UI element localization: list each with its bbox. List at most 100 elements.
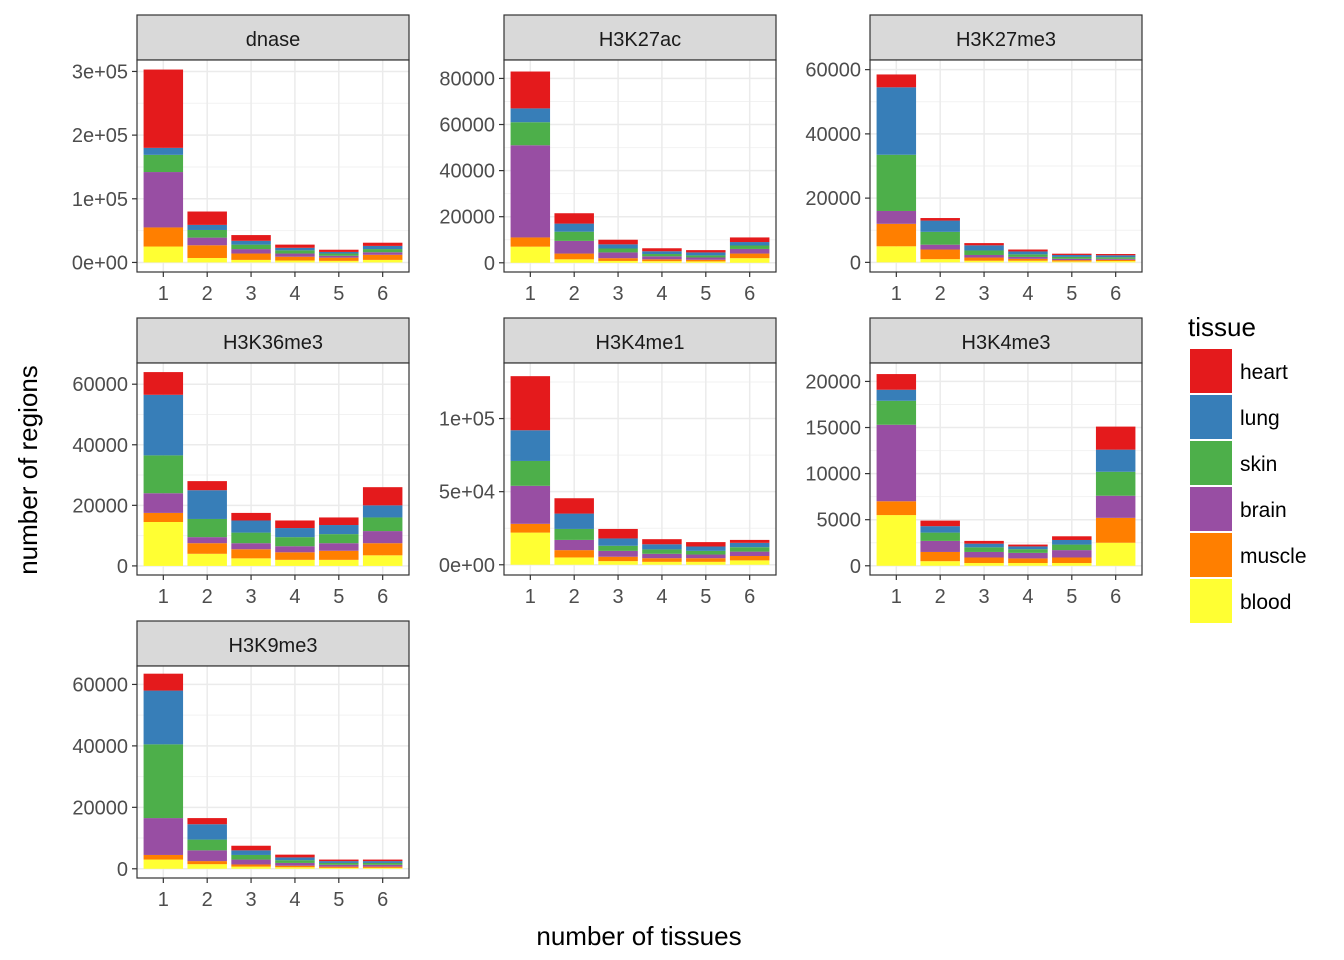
bar-segment-brain-3: [231, 859, 271, 865]
bar-segment-blood-3: [598, 561, 638, 565]
legend-label-heart: heart: [1240, 361, 1288, 384]
legend-label-muscle: muscle: [1240, 545, 1307, 568]
bar-segment-muscle-3: [964, 557, 1004, 564]
panel-border: [503, 59, 777, 273]
bar-segment-brain-4: [275, 546, 315, 553]
bar-segment-brain-6: [362, 531, 403, 544]
panel-border: [503, 362, 777, 576]
bar-segment-muscle-3: [231, 864, 271, 867]
bar-segment-blood-5: [319, 867, 359, 869]
bar-segment-blood-1: [876, 246, 917, 263]
legend: tissue heart lung skin brain muscle blood: [1188, 312, 1307, 623]
legend-key-brain: [1190, 487, 1232, 531]
bar-segment-skin-1: [510, 460, 551, 486]
bar-segment-muscle-5: [1052, 557, 1092, 564]
bar-segment-muscle-1: [510, 523, 551, 533]
bar-segment-blood-4: [1008, 260, 1048, 263]
y-tick-label: 0: [484, 253, 495, 275]
bar-segment-skin-3: [598, 545, 638, 551]
bar-segment-heart-4: [642, 539, 682, 545]
bar-segment-heart-4: [1008, 249, 1048, 252]
bar-segment-skin-4: [642, 549, 682, 554]
bar-segment-blood-4: [275, 867, 315, 869]
x-tick-label: 3: [613, 586, 624, 608]
y-tick-label: 0: [117, 556, 128, 578]
bar-segment-muscle-3: [598, 556, 638, 562]
bar-segment-heart-1: [876, 374, 917, 390]
bar-segment-muscle-5: [686, 558, 726, 562]
bar-segment-muscle-5: [1052, 260, 1092, 262]
bar-segment-blood-3: [231, 558, 271, 566]
legend-title: tissue: [1188, 312, 1256, 342]
bar-segment-blood-6: [729, 560, 770, 565]
y-tick-label: 40000: [72, 435, 128, 457]
bar-segment-blood-1: [143, 859, 184, 869]
bar-segment-lung-1: [143, 147, 184, 155]
y-tick-label: 5000: [817, 510, 862, 532]
x-tick-label: 4: [289, 889, 300, 911]
bar-segment-blood-4: [642, 261, 682, 263]
bar-segment-lung-3: [231, 520, 271, 533]
bar-segment-lung-6: [1095, 449, 1136, 472]
strip-background: [869, 14, 1143, 61]
bar-segment-heart-3: [964, 540, 1004, 544]
bar-segment-muscle-4: [642, 259, 682, 262]
bar-segment-lung-5: [1052, 539, 1092, 545]
bar-segment-blood-2: [554, 259, 594, 263]
y-tick-label: 0: [850, 556, 861, 578]
bar-segment-brain-1: [510, 485, 551, 524]
x-tick-label: 6: [1110, 283, 1121, 305]
bar-segment-muscle-6: [729, 253, 770, 259]
x-tick-label: 1: [525, 586, 536, 608]
bar-segment-lung-3: [598, 538, 638, 546]
y-tick-label: 1e+05: [72, 189, 128, 211]
bar-segment-muscle-4: [275, 256, 315, 261]
legend-label-lung: lung: [1240, 407, 1280, 430]
x-tick-label: 5: [1066, 586, 1077, 608]
bar-segment-lung-3: [598, 244, 638, 249]
bar-segment-lung-6: [729, 242, 770, 246]
bar-segment-blood-1: [876, 515, 917, 566]
bar-segment-brain-1: [143, 172, 184, 228]
bar-segment-brain-3: [231, 543, 271, 550]
y-tick-label: 80000: [439, 68, 495, 90]
y-tick-label: 10000: [805, 464, 861, 486]
bar-segment-heart-5: [319, 859, 359, 862]
bar-segment-blood-2: [920, 561, 960, 566]
bar-segment-muscle-4: [275, 552, 315, 560]
x-tick-label: 2: [935, 586, 946, 608]
bar-segment-lung-5: [686, 252, 726, 256]
bar-segment-heart-4: [275, 244, 315, 248]
bar-segment-blood-2: [187, 553, 227, 566]
facet-panels: dnase 0e+00 1e+05 2e+05 3e+05 1 2 3 4 5 6 H3K27ac 0 2…: [72, 14, 1143, 911]
bar-segment-brain-1: [876, 424, 917, 502]
x-tick-label: 4: [289, 283, 300, 305]
bar-segment-lung-2: [920, 526, 960, 533]
bar-segment-skin-3: [231, 532, 271, 544]
bar-segment-skin-4: [1008, 254, 1048, 257]
bar-segment-skin-6: [1095, 257, 1136, 259]
y-tick-label: 60000: [72, 374, 128, 396]
bar-segment-brain-5: [319, 255, 359, 258]
bar-segment-lung-3: [964, 543, 1004, 548]
bar-segment-skin-5: [1052, 544, 1092, 551]
bar-segment-lung-6: [362, 861, 403, 863]
bar-segment-skin-5: [319, 862, 359, 865]
bar-segment-blood-1: [143, 246, 184, 263]
legend-key-blood: [1190, 579, 1232, 623]
strip-label: H3K27ac: [599, 29, 681, 51]
bar-segment-lung-3: [964, 245, 1004, 251]
bar-segment-brain-4: [275, 253, 315, 257]
bar-segment-heart-1: [876, 74, 917, 88]
legend-key-heart: [1190, 349, 1232, 393]
bar-segment-heart-1: [143, 372, 184, 395]
bar-segment-skin-4: [275, 537, 315, 547]
legend-key-muscle: [1190, 533, 1232, 577]
y-tick-label: 20000: [72, 495, 128, 517]
y-tick-label: 20000: [805, 188, 861, 210]
bar-segment-muscle-1: [143, 854, 184, 860]
bar-segment-muscle-5: [319, 550, 359, 560]
bar-segment-skin-2: [187, 229, 227, 238]
bar-segment-heart-1: [143, 69, 184, 148]
bar-segment-skin-2: [187, 518, 227, 538]
